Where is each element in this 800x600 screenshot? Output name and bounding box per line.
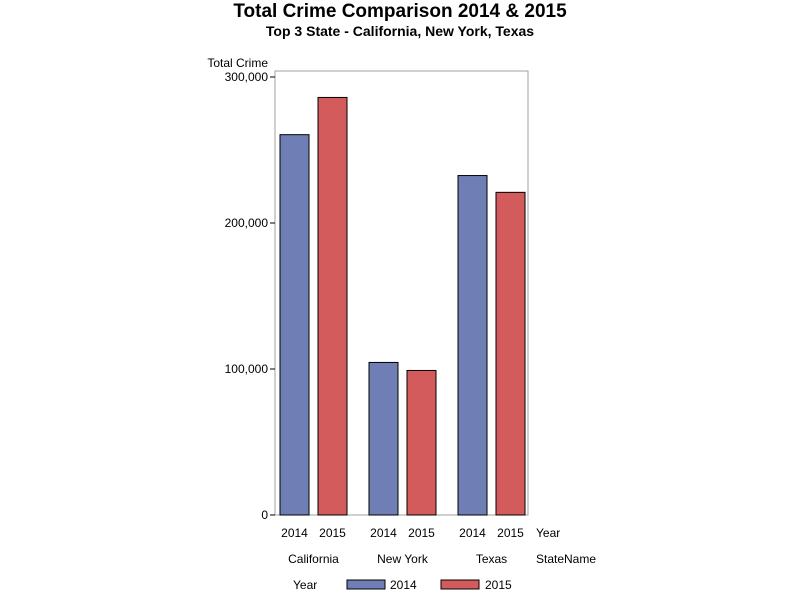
legend: Year 2014 2015 <box>293 578 512 592</box>
y-axis-label: Total Crime <box>207 56 268 70</box>
bar-new-york-2014 <box>368 361 399 516</box>
x-tick-label-year: 2015 <box>497 526 524 540</box>
chart-title: Total Crime Comparison 2014 & 2015 <box>233 1 567 22</box>
x-tick-label-year: 2014 <box>370 526 397 540</box>
legend-swatch-2015 <box>440 579 480 590</box>
legend-swatch-2014 <box>346 579 386 590</box>
bar-california-2014 <box>279 134 310 516</box>
y-tick-label: 100,000 <box>225 362 269 376</box>
x-level-label-statename: StateName <box>536 552 596 566</box>
x-group-label: California <box>288 552 339 566</box>
y-tick-label: 300,000 <box>225 70 269 84</box>
y-tick-label: 0 <box>261 508 268 522</box>
y-axis: 0 100,000 200,000 300,000 <box>225 70 275 522</box>
x-tick-label-year: 2014 <box>459 526 486 540</box>
bar-texas-2014 <box>457 175 488 516</box>
x-group-label: Texas <box>476 552 507 566</box>
plot-frame <box>274 70 529 516</box>
y-tick-label: 200,000 <box>225 216 269 230</box>
bar-texas-2015 <box>495 191 526 516</box>
legend-title: Year <box>293 578 317 592</box>
legend-label-2014: 2014 <box>390 578 417 592</box>
bars-layer <box>279 96 526 516</box>
bar-california-2015 <box>317 96 348 516</box>
x-level-label-year: Year <box>536 526 560 540</box>
x-axis: 2014 2015 California 2014 2015 New York 2014 20… <box>281 526 524 566</box>
x-tick-label-year: 2015 <box>408 526 435 540</box>
bar-new-york-2015 <box>406 369 437 516</box>
x-tick-label-year: 2015 <box>319 526 346 540</box>
x-group-label: New York <box>377 552 429 566</box>
x-tick-label-year: 2014 <box>281 526 308 540</box>
legend-label-2015: 2015 <box>485 578 512 592</box>
chart-subtitle: Top 3 State - California, New York, Texa… <box>265 23 535 39</box>
